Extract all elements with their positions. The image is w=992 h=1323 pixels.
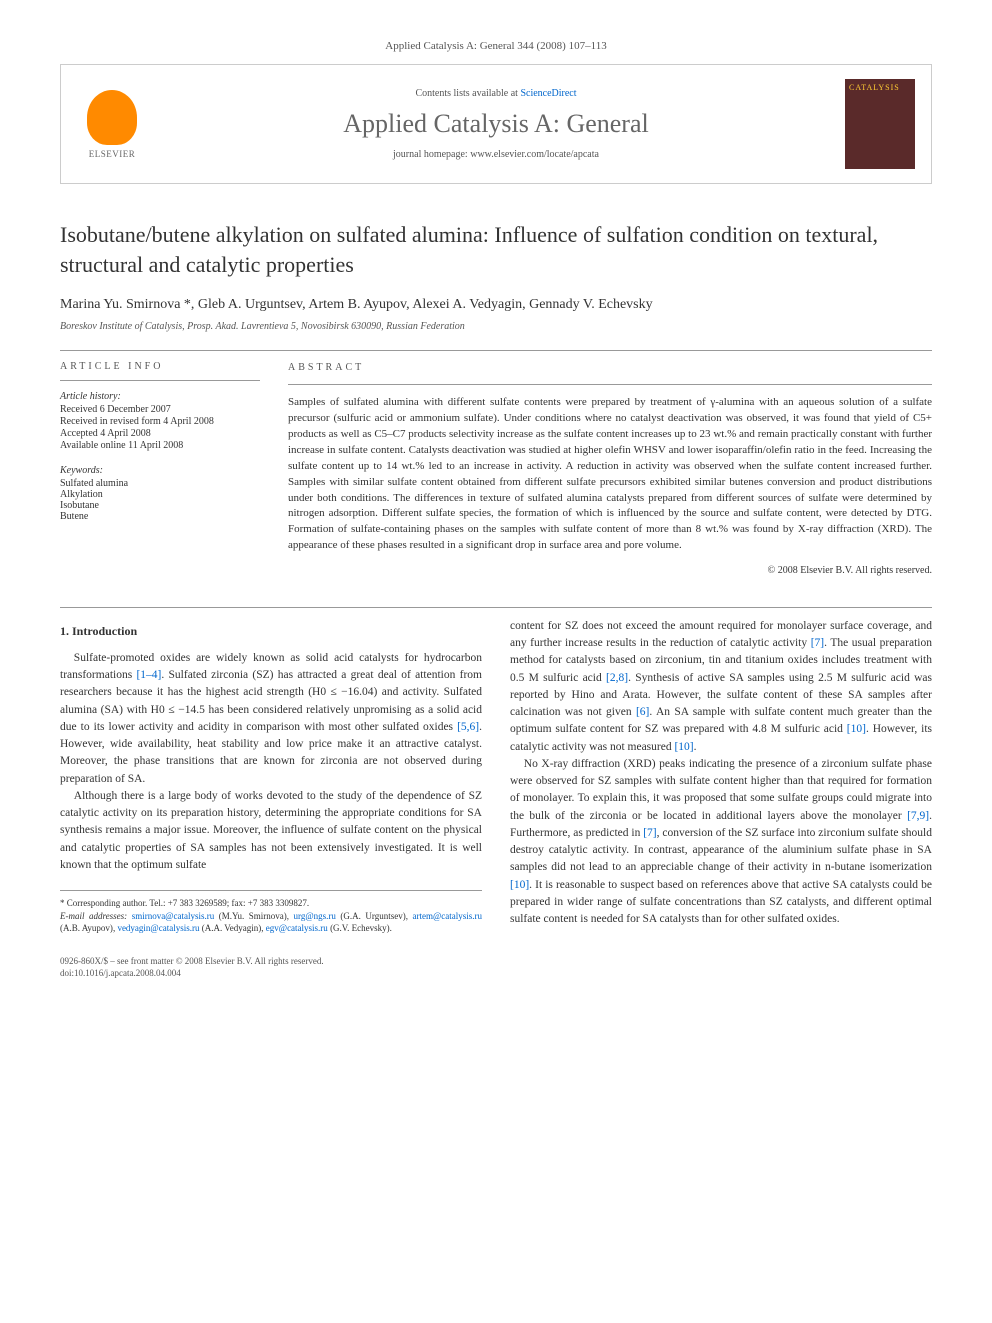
author-email-who: (G.V. Echevsky) xyxy=(330,923,390,933)
journal-cover-thumbnail: CATALYSIS xyxy=(845,79,915,169)
abstract-heading: ABSTRACT xyxy=(288,361,932,376)
article-history-heading: Article history: xyxy=(60,391,260,402)
citation-link[interactable]: [10] xyxy=(510,879,529,891)
body-text: No X-ray diffraction (XRD) peaks indicat… xyxy=(510,758,932,822)
author-email-link[interactable]: vedyagin@catalysis.ru xyxy=(117,923,199,933)
author-email-link[interactable]: artem@catalysis.ru xyxy=(413,911,483,921)
email-label: E-mail addresses: xyxy=(60,911,127,921)
citation-text: Applied Catalysis A: General 344 (2008) … xyxy=(385,40,606,52)
journal-name: Applied Catalysis A: General xyxy=(147,109,845,139)
article-info-block: ARTICLE INFO Article history: Received 6… xyxy=(60,361,260,578)
author-email-link[interactable]: egv@catalysis.ru xyxy=(266,923,328,933)
author-email-link[interactable]: urg@ngs.ru xyxy=(294,911,336,921)
article-body: 1. Introduction Sulfate-promoted oxides … xyxy=(60,618,932,935)
citation-link[interactable]: [2,8] xyxy=(606,672,628,684)
corresponding-author-footnote: * Corresponding author. Tel.: +7 383 326… xyxy=(60,890,482,935)
homepage-prefix: journal homepage: xyxy=(393,149,470,160)
divider-rule xyxy=(60,380,260,381)
citation-link[interactable]: [7] xyxy=(811,637,824,649)
citation-link[interactable]: [1–4] xyxy=(136,669,161,681)
page-footer: 0926-860X/$ – see front matter © 2008 El… xyxy=(60,955,932,980)
citation-link[interactable]: [6] xyxy=(636,706,649,718)
body-paragraph: Although there is a large body of works … xyxy=(60,788,482,874)
citation-link[interactable]: [10] xyxy=(847,723,866,735)
divider-rule xyxy=(60,607,932,608)
citation-link[interactable]: [10] xyxy=(674,741,693,753)
authors-text: Marina Yu. Smirnova *, Gleb A. Urguntsev… xyxy=(60,297,653,312)
body-paragraph: content for SZ does not exceed the amoun… xyxy=(510,618,932,756)
keyword-item: Alkylation xyxy=(60,489,260,500)
body-text: Although there is a large body of works … xyxy=(60,790,482,871)
divider-rule xyxy=(288,384,932,385)
keyword-item: Isobutane xyxy=(60,500,260,511)
journal-homepage-line: journal homepage: www.elsevier.com/locat… xyxy=(147,149,845,160)
divider-rule xyxy=(60,350,932,351)
author-email-link[interactable]: smirnova@catalysis.ru xyxy=(132,911,215,921)
running-head: Applied Catalysis A: General 344 (2008) … xyxy=(60,40,932,52)
cover-title: CATALYSIS xyxy=(849,83,911,92)
contents-prefix: Contents lists available at xyxy=(415,88,520,99)
email-addresses-line: E-mail addresses: smirnova@catalysis.ru … xyxy=(60,910,482,935)
journal-masthead: ELSEVIER Contents lists available at Sci… xyxy=(60,64,932,184)
history-accepted: Accepted 4 April 2008 xyxy=(60,428,260,439)
keyword-item: Butene xyxy=(60,511,260,522)
affiliation: Boreskov Institute of Catalysis, Prosp. … xyxy=(60,321,932,332)
history-revised: Received in revised form 4 April 2008 xyxy=(60,416,260,427)
body-paragraph: No X-ray diffraction (XRD) peaks indicat… xyxy=(510,756,932,929)
keywords-heading: Keywords: xyxy=(60,465,260,476)
abstract-block: ABSTRACT Samples of sulfated alumina wit… xyxy=(288,361,932,578)
author-email-who: (A.B. Ayupov) xyxy=(60,923,113,933)
abstract-copyright: © 2008 Elsevier B.V. All rights reserved… xyxy=(288,564,932,579)
body-paragraph: Sulfate-promoted oxides are widely known… xyxy=(60,650,482,788)
article-title: Isobutane/butene alkylation on sulfated … xyxy=(60,220,932,279)
history-online: Available online 11 April 2008 xyxy=(60,440,260,451)
citation-link[interactable]: [7,9] xyxy=(907,810,929,822)
section-heading-introduction: 1. Introduction xyxy=(60,622,482,640)
author-email-who: (A.A. Vedyagin) xyxy=(202,923,262,933)
author-email-who: (M.Yu. Smirnova) xyxy=(219,911,287,921)
masthead-center: Contents lists available at ScienceDirec… xyxy=(147,88,845,160)
abstract-text: Samples of sulfated alumina with differe… xyxy=(288,395,932,554)
body-text: . It is reasonable to suspect based on r… xyxy=(510,879,932,926)
sciencedirect-link[interactable]: ScienceDirect xyxy=(520,88,576,99)
contents-available-line: Contents lists available at ScienceDirec… xyxy=(147,88,845,99)
keyword-item: Sulfated alumina xyxy=(60,478,260,489)
publisher-label: ELSEVIER xyxy=(89,149,136,159)
citation-link[interactable]: [5,6] xyxy=(457,721,479,733)
keywords-block: Keywords: Sulfated alumina Alkylation Is… xyxy=(60,465,260,522)
footer-copyright-line: 0926-860X/$ – see front matter © 2008 El… xyxy=(60,955,932,968)
article-info-heading: ARTICLE INFO xyxy=(60,361,260,372)
citation-link[interactable]: [7] xyxy=(643,827,656,839)
corr-author-line: * Corresponding author. Tel.: +7 383 326… xyxy=(60,897,482,910)
footer-doi-line: doi:10.1016/j.apcata.2008.04.004 xyxy=(60,967,932,980)
author-list: Marina Yu. Smirnova *, Gleb A. Urguntsev… xyxy=(60,297,932,313)
meta-abstract-row: ARTICLE INFO Article history: Received 6… xyxy=(60,361,932,578)
author-email-who: (G.A. Urguntsev) xyxy=(340,911,405,921)
history-received: Received 6 December 2007 xyxy=(60,404,260,415)
publisher-logo: ELSEVIER xyxy=(77,84,147,164)
body-text: . xyxy=(694,741,697,753)
homepage-url: www.elsevier.com/locate/apcata xyxy=(470,149,599,160)
elsevier-tree-icon xyxy=(87,90,137,145)
